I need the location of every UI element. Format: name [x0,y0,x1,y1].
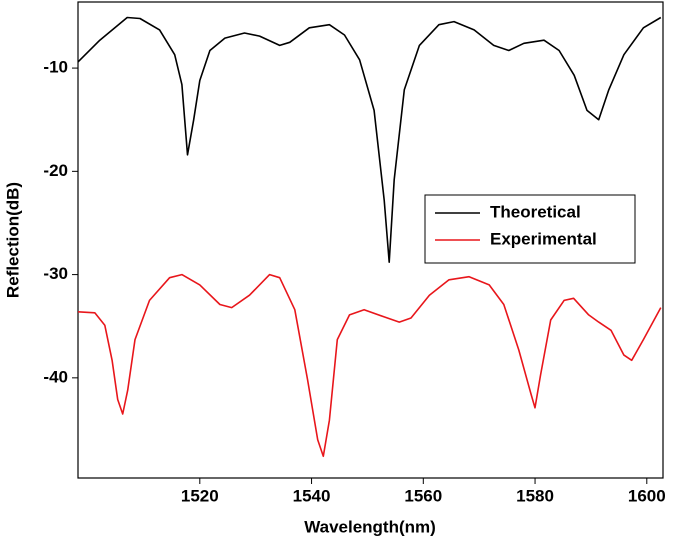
x-tick-label: 1520 [181,486,219,505]
x-tick-label: 1580 [516,486,554,505]
y-tick-label: -10 [43,58,68,77]
x-axis-label: Wavelength(nm) [304,517,436,536]
y-tick-label: -30 [43,264,68,283]
y-axis-label: Reflection(dB) [3,182,22,298]
y-tick-label: -40 [43,367,68,386]
legend-box [424,194,636,264]
x-tick-label: 1560 [404,486,442,505]
x-tick-label: 1600 [628,486,666,505]
y-tick-label: -20 [43,161,68,180]
legend-label: Theoretical [490,202,581,221]
plot-frame [77,1,664,479]
series-line [77,273,662,458]
x-tick-label: 1540 [293,486,331,505]
series-line [77,16,662,263]
legend-label: Experimental [490,229,597,248]
